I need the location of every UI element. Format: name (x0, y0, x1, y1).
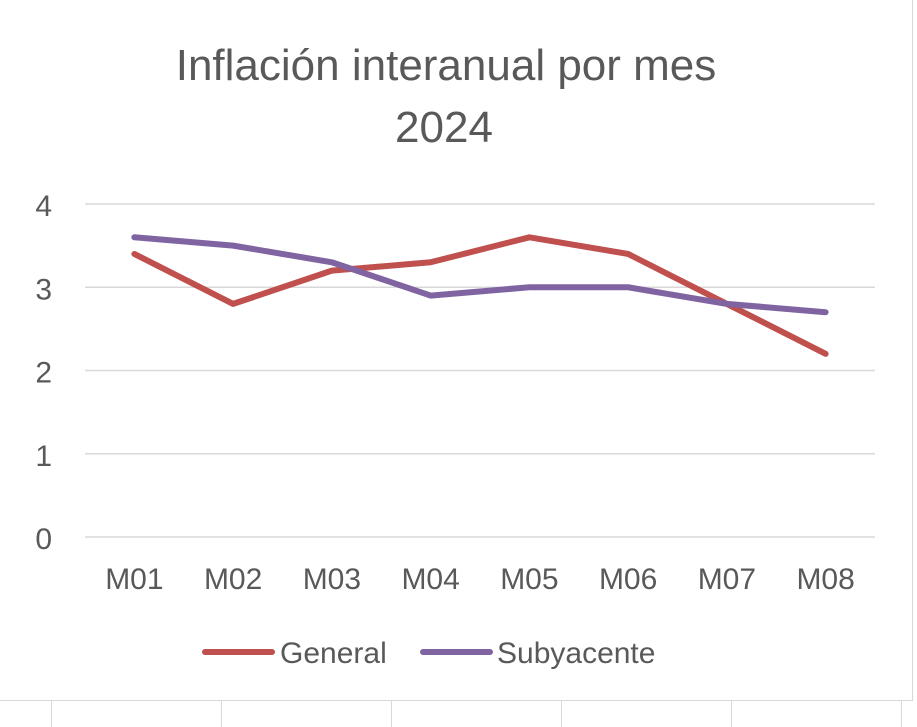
sheet-cell (392, 701, 562, 727)
x-tick-label: M03 (303, 563, 361, 596)
sheet-cell (562, 701, 732, 727)
series-line-general (131, 234, 829, 357)
legend-label: Subyacente (497, 637, 655, 670)
chart-title-line-1: Inflación interanual por mes (176, 41, 717, 90)
sheet-cell (52, 701, 222, 727)
sheet-cell (0, 701, 52, 727)
x-tick-label: M07 (698, 563, 756, 596)
y-tick-label: 4 (35, 190, 52, 223)
series-lines (131, 234, 829, 357)
legend: General Subyacente (202, 637, 655, 670)
series-line-subyacente (131, 234, 829, 316)
legend-label: General (280, 637, 387, 670)
x-tick-label: M04 (401, 563, 459, 596)
grid-lines (85, 203, 875, 538)
y-tick-label: 0 (35, 523, 52, 556)
x-tick-label: M06 (599, 563, 657, 596)
line-chart: Inflación interanual por mes 2024 01234 … (35, 41, 875, 670)
y-axis-tick-labels: 0 1 2 3 4 (35, 190, 52, 556)
spreadsheet-grid-strip (0, 701, 917, 727)
x-tick-label: M02 (204, 563, 262, 596)
y-tick-label: 1 (35, 440, 52, 473)
x-tick-label: M01 (105, 563, 163, 596)
y-tick-label: 3 (35, 273, 52, 306)
sheet-cell (222, 701, 392, 727)
sheet-cell (732, 701, 902, 727)
x-tick-label: M05 (500, 563, 558, 596)
x-tick-label: M08 (796, 563, 854, 596)
y-tick-label: 2 (35, 357, 52, 390)
chart-title-line-2: 2024 (395, 103, 493, 152)
x-axis-tick-labels: M01 M02 M03 M04 M05 M06 M07 M08 (105, 563, 855, 596)
